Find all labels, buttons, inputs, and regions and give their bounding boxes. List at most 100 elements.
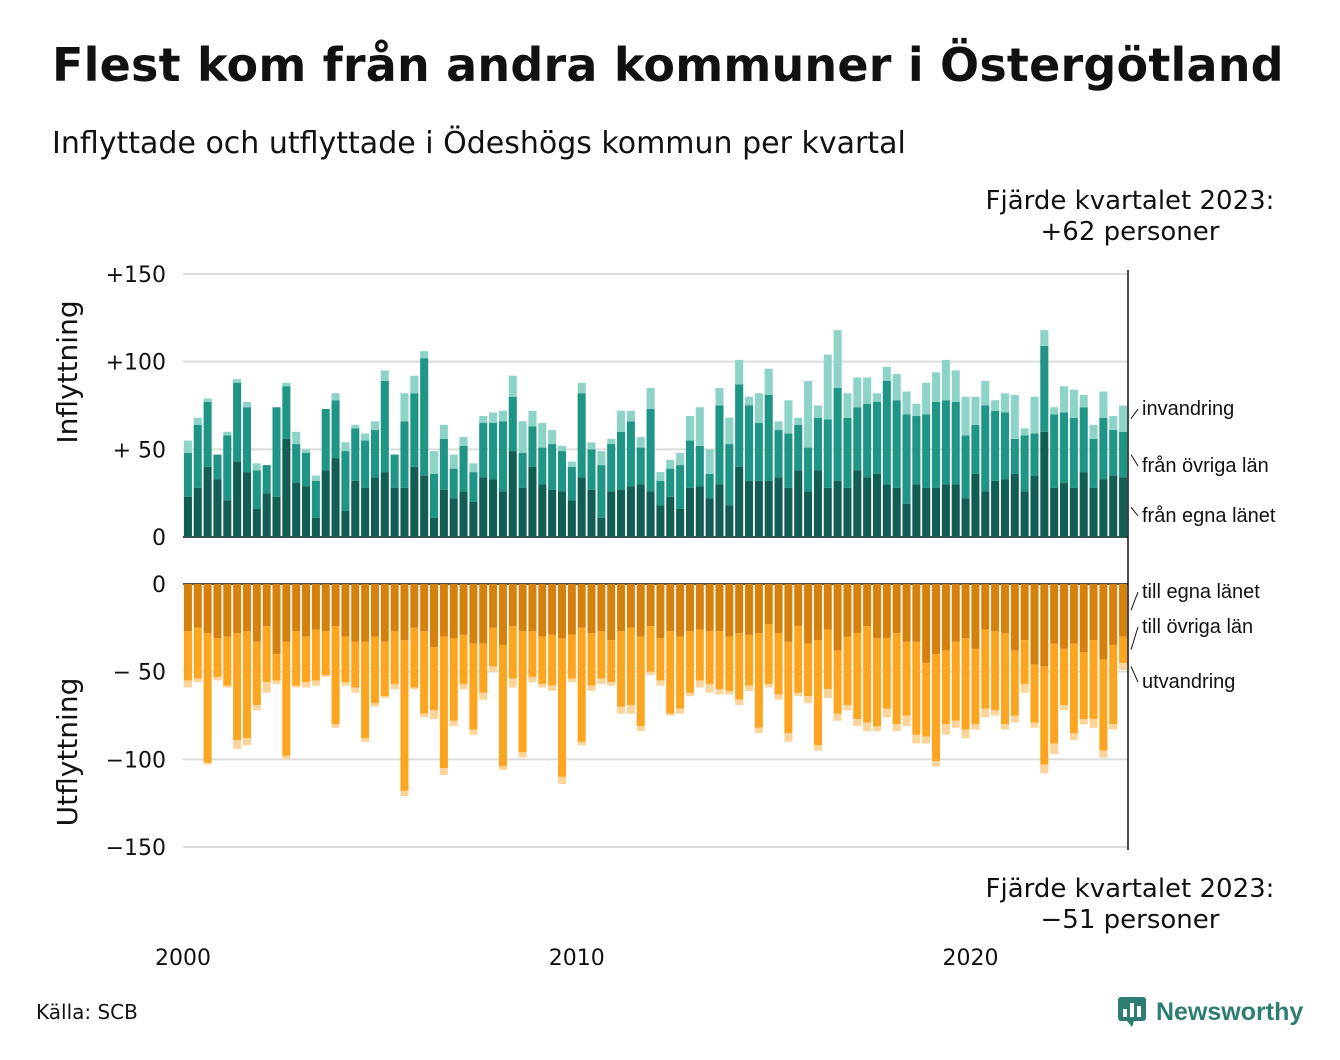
x-tick-label: 2010 — [549, 946, 605, 971]
bar-out-segment — [882, 584, 891, 639]
bar-out-segment — [1020, 584, 1029, 641]
bar-in-segment — [991, 410, 1000, 481]
bar-in-segment — [193, 417, 202, 425]
bar-out-segment — [1059, 704, 1069, 711]
bar-in-segment — [321, 470, 330, 537]
bar-in-segment — [380, 380, 389, 473]
bar-in-segment — [587, 442, 596, 450]
bar-out-segment — [607, 682, 616, 686]
bar-out-segment — [587, 633, 596, 686]
bar-in-segment — [311, 517, 320, 537]
bar-in-segment — [833, 330, 842, 388]
bar-in-segment — [351, 424, 360, 429]
bar-in-segment — [1069, 487, 1078, 537]
bar-out-segment — [882, 708, 891, 718]
bar-out-segment — [804, 696, 813, 704]
bar-out-segment — [597, 584, 606, 632]
bar-in-segment — [410, 375, 419, 394]
series-leader-line — [1130, 454, 1139, 467]
bar-in-segment — [203, 398, 212, 402]
bar-out-segment — [1040, 764, 1049, 774]
bar-out-segment — [1059, 648, 1069, 705]
bar-in-segment — [252, 463, 261, 471]
bar-out-segment — [439, 636, 448, 769]
bar-in-segment — [853, 407, 862, 471]
bar-in-segment — [991, 400, 1000, 411]
bar-in-segment — [853, 470, 862, 537]
bar-out-segment — [233, 740, 242, 749]
bar-out-segment — [922, 662, 931, 737]
bar-in-segment — [439, 424, 448, 439]
bar-in-segment — [991, 480, 1000, 537]
bar-in-segment — [872, 401, 882, 474]
bar-out-segment — [813, 745, 822, 751]
bar-in-segment — [1059, 386, 1069, 413]
bar-out-segment — [252, 641, 261, 705]
bar-out-segment — [626, 584, 635, 628]
bar-in-segment — [1050, 487, 1059, 537]
bar-out-segment — [744, 584, 754, 635]
bar-out-segment — [991, 710, 1000, 716]
bar-in-segment — [400, 421, 409, 488]
y-tick-label: −100 — [106, 748, 166, 773]
bar-out-segment — [597, 631, 606, 679]
bar-in-segment — [518, 452, 527, 488]
bar-in-segment — [498, 410, 507, 422]
y-tick-label: +100 — [106, 351, 166, 376]
bar-out-segment — [302, 682, 311, 688]
bar-out-segment — [538, 584, 547, 637]
bar-out-segment — [725, 584, 734, 637]
bar-out-segment — [912, 641, 921, 735]
y-tick-label: +150 — [106, 263, 166, 288]
bar-out-segment — [735, 699, 744, 705]
bar-in-segment — [823, 487, 832, 537]
y-tick-label: + 50 — [113, 438, 166, 463]
bar-out-segment — [922, 584, 931, 663]
bar-in-segment — [498, 421, 507, 492]
bar-out-segment — [1030, 722, 1039, 728]
annotation-bottom-line2: −51 personer — [1040, 905, 1220, 935]
bar-out-segment — [744, 634, 754, 686]
series-labels: från egna länet från övriga län invandring… — [1130, 398, 1276, 693]
bar-in-segment — [223, 500, 232, 537]
bar-out-segment — [262, 682, 271, 693]
bar-out-segment — [587, 685, 596, 691]
bar-in-segment — [489, 412, 498, 424]
bar-out-segment — [1099, 584, 1108, 660]
bar-out-segment — [823, 689, 832, 698]
bar-in-segment — [538, 484, 547, 537]
bar-out-segment — [1010, 650, 1019, 716]
newsworthy-logo-icon — [1118, 997, 1146, 1027]
bars — [183, 330, 1128, 797]
bar-in-segment — [183, 496, 192, 537]
bar-in-segment — [794, 417, 803, 425]
bar-in-segment — [370, 430, 379, 478]
bar-in-segment — [479, 416, 488, 424]
bar-in-segment — [882, 380, 891, 485]
bar-out-segment — [400, 584, 409, 641]
bar-out-segment — [863, 722, 872, 732]
bar-in-segment — [1040, 431, 1049, 537]
bar-out-segment — [321, 631, 330, 676]
bar-out-segment — [981, 629, 990, 709]
bar-in-segment — [577, 477, 586, 537]
bar-in-segment — [1000, 479, 1009, 537]
bar-in-segment — [1109, 430, 1118, 476]
bar-out-segment — [361, 641, 370, 739]
bar-out-segment — [1079, 584, 1088, 653]
bar-in-segment — [813, 405, 822, 418]
bar-out-segment — [390, 584, 399, 632]
bar-out-segment — [666, 713, 675, 716]
bar-out-segment — [508, 584, 517, 627]
bar-in-segment — [804, 491, 813, 537]
bar-in-segment — [951, 401, 960, 485]
bar-out-segment — [715, 584, 724, 632]
bar-in-segment — [302, 452, 311, 487]
series-label: utvandring — [1142, 671, 1235, 693]
bar-in-segment — [961, 396, 970, 436]
bar-in-segment — [685, 416, 694, 441]
bar-in-segment — [508, 375, 517, 397]
bar-in-segment — [764, 368, 773, 395]
bar-in-segment — [872, 393, 882, 402]
bar-out-segment — [233, 584, 242, 634]
